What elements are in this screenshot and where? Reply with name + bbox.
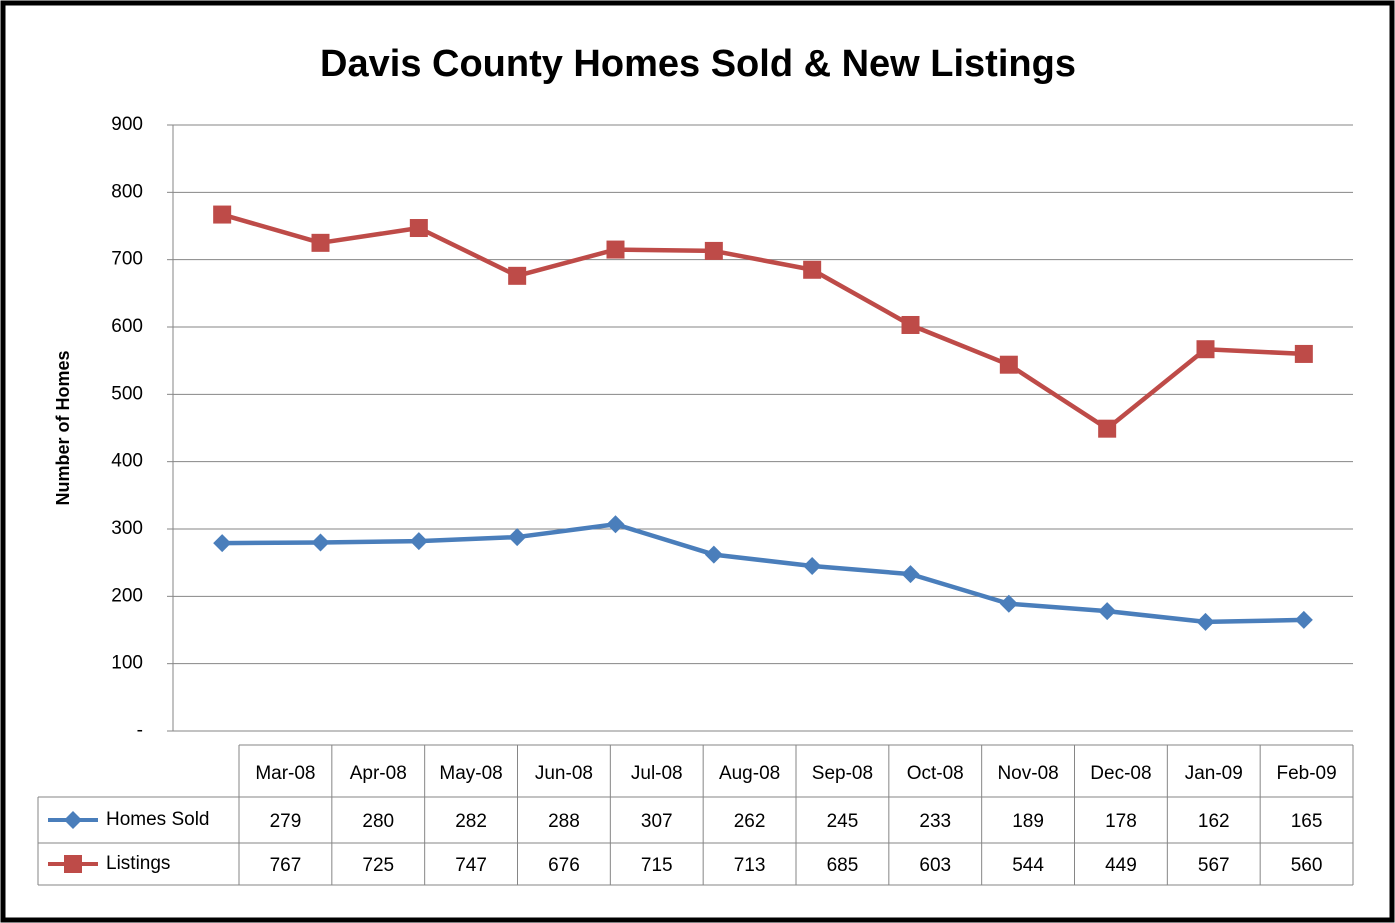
point [803,557,822,576]
point [901,315,920,334]
point [1098,602,1117,621]
point [803,260,822,279]
point [1294,344,1313,363]
table-value: 307 [641,811,673,832]
point [1294,610,1313,629]
table-value: 449 [1105,855,1137,876]
x-tick-label: Aug-08 [719,763,780,784]
x-tick-label: Mar-08 [255,763,315,784]
point [999,355,1018,374]
y-tick-label: 500 [111,383,143,404]
x-tick-label: May-08 [439,763,502,784]
point [999,594,1018,613]
point [704,545,723,564]
x-tick-label: Dec-08 [1090,763,1151,784]
y-tick-label: 800 [111,181,143,202]
point [311,233,330,252]
table-value: 567 [1198,855,1230,876]
x-tick-label: Jul-08 [631,763,683,784]
point [409,219,428,238]
point [606,240,625,259]
table-value: 282 [455,811,487,832]
x-tick-label: Jan-09 [1185,763,1243,784]
point [508,266,527,285]
table-value: 165 [1291,811,1323,832]
point [311,533,330,552]
table-value: 189 [1012,811,1044,832]
y-tick-label: 300 [111,518,143,539]
table-value: 544 [1012,855,1044,876]
x-tick-label: Jun-08 [535,763,593,784]
y-tick-label: - [137,720,143,741]
y-tick-label: 900 [111,114,143,135]
table-value: 279 [270,811,302,832]
table-value: 676 [548,855,580,876]
point [1098,419,1117,438]
legend-marker [64,855,82,873]
point [606,515,625,534]
table-value: 162 [1198,811,1230,832]
chart-title: Davis County Homes Sold & New Listings [320,43,1076,85]
table-value: 715 [641,855,673,876]
table-value: 685 [827,855,859,876]
point [1196,340,1215,359]
table-value: 245 [827,811,859,832]
legend-label: Homes Sold [106,809,210,830]
table-value: 767 [270,855,302,876]
point [409,532,428,551]
table-value: 178 [1105,811,1137,832]
table-value: 262 [734,811,766,832]
y-tick-label: 400 [111,451,143,472]
point [508,528,527,547]
legend-label: Listings [106,853,170,874]
y-tick-label: 700 [111,249,143,270]
point [1196,612,1215,631]
series-line [222,522,1304,625]
y-tick-label: 600 [111,316,143,337]
x-tick-label: Nov-08 [997,763,1058,784]
point [704,241,723,260]
point [901,565,920,584]
legend-marker [64,811,82,829]
x-tick-label: Oct-08 [907,763,964,784]
table-value: 713 [734,855,766,876]
y-tick-label: 200 [111,585,143,606]
table-value: 560 [1291,855,1323,876]
x-tick-label: Sep-08 [812,763,873,784]
point [213,205,232,224]
table-value: 725 [362,855,394,876]
point [213,534,232,553]
y-tick-label: 100 [111,653,143,674]
x-tick-label: Feb-09 [1276,763,1336,784]
table-value: 603 [919,855,951,876]
y-axis-label: Number of Homes [53,350,73,505]
table-value: 280 [362,811,394,832]
table-value: 747 [455,855,487,876]
x-tick-label: Apr-08 [350,763,407,784]
table-value: 288 [548,811,580,832]
series-line [221,212,1304,431]
table-value: 233 [919,811,951,832]
